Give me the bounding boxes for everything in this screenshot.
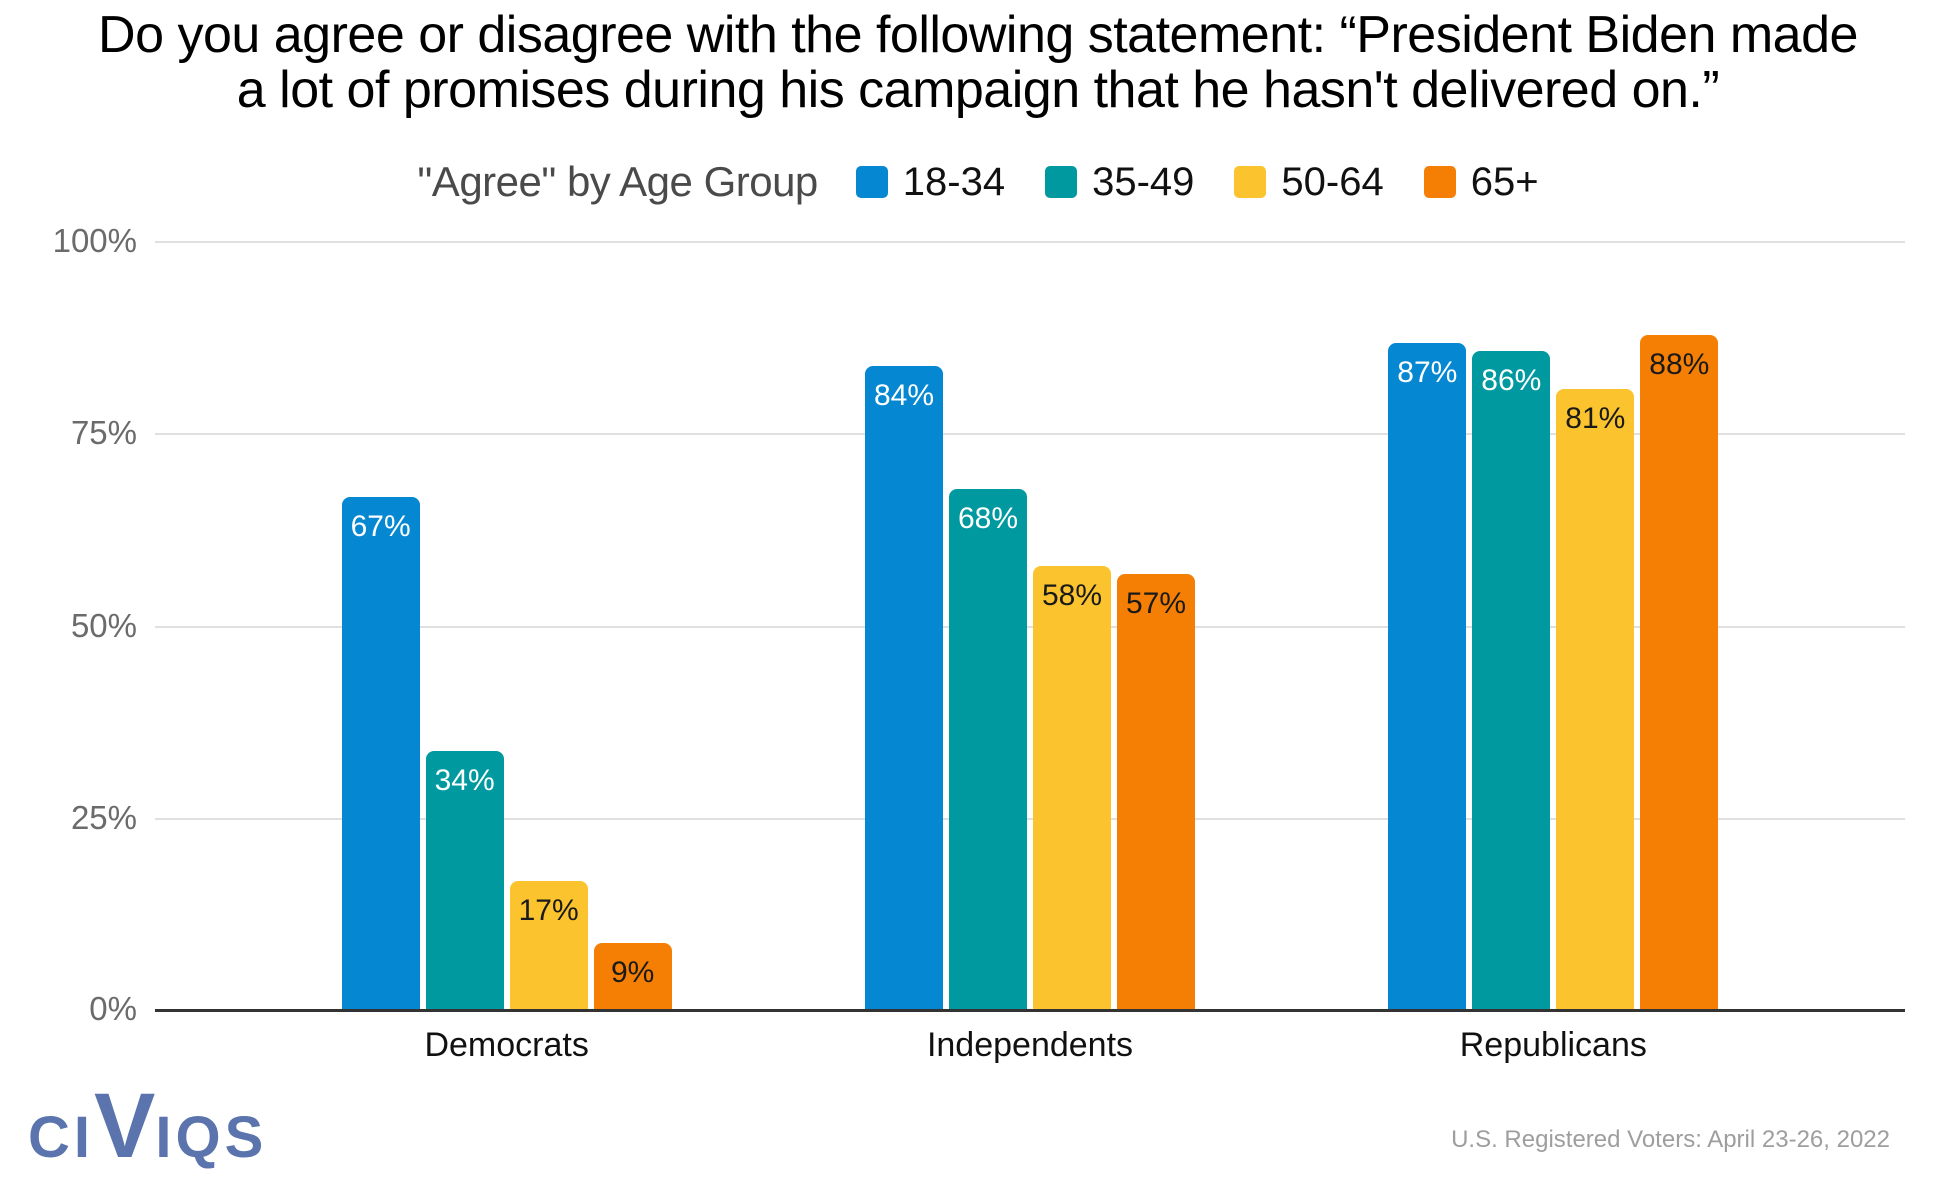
bar-independents-18-34[interactable]: 84% xyxy=(864,366,943,1012)
bar-value-label: 9% xyxy=(610,955,655,989)
bar-republicans-35-49[interactable]: 86% xyxy=(1472,350,1551,1012)
y-tick-label-50: 50% xyxy=(70,606,137,644)
legend-label: 65+ xyxy=(1470,159,1539,204)
bar-independents-35-49[interactable]: 68% xyxy=(948,489,1027,1012)
bar-value-label: 57% xyxy=(1125,586,1186,620)
legend: "Agree" by Age Group 18-34 35-49 50-64 65+ xyxy=(0,158,1956,206)
gridline-75%: 75% xyxy=(71,414,1905,451)
legend-swatch-icon-65 xyxy=(1423,166,1456,198)
gridline-50%: 50% xyxy=(71,607,1905,644)
legend-label: 18-34 xyxy=(902,159,1006,204)
legend-swatch-icon-50-64 xyxy=(1234,166,1267,198)
bar-democrats-65[interactable]: 9% xyxy=(593,942,672,1012)
gridline-25%: 25% xyxy=(71,799,1905,836)
legend-item-65[interactable]: 65+ xyxy=(1423,159,1539,205)
category-axis: Democrats Independents Republicans xyxy=(155,1026,1905,1065)
bar-value-label: 86% xyxy=(1481,363,1542,397)
legend-label: 35-49 xyxy=(1092,159,1195,204)
bar-group-independents: 84% 68% 58% 57% xyxy=(768,243,1291,1012)
chart-title: Do you agree or disagree with the follow… xyxy=(0,8,1956,118)
bar-value-label: 68% xyxy=(957,502,1018,536)
legend-title: "Agree" by Age Group xyxy=(417,158,818,205)
bar-value-label: 81% xyxy=(1565,402,1626,436)
y-tick-label-0: 0% xyxy=(89,990,137,1027)
source-note: U.S. Registered Voters: April 23-26, 202… xyxy=(1451,1126,1890,1153)
x-axis-line: 0% xyxy=(89,990,1905,1027)
logo-letter: C xyxy=(28,1104,74,1170)
legend-label: 50-64 xyxy=(1281,159,1384,204)
y-tick-label-100: 100% xyxy=(52,222,137,259)
logo-letter: I xyxy=(73,1104,95,1170)
y-tick-label-25: 25% xyxy=(70,798,137,836)
bar-independents-65[interactable]: 57% xyxy=(1116,573,1195,1012)
chart-title-line-2: a lot of promises during his campaign th… xyxy=(236,61,1720,119)
bar-group-democrats: 67% 34% 17% 9% xyxy=(245,243,768,1012)
bar-value-label: 84% xyxy=(873,379,934,413)
bar-value-label: 58% xyxy=(1041,578,1102,612)
logo-letter: Q xyxy=(175,1104,225,1170)
bar-groups: 67% 34% 17% 9% 84% 68% 58% 57% 87% 86% 81% 88% xyxy=(155,243,1905,1012)
y-tick-label-75: 75% xyxy=(70,414,137,452)
gridline-100%: 100% xyxy=(53,222,1905,259)
bar-republicans-65[interactable]: 88% xyxy=(1640,335,1719,1012)
bar-democrats-50-64[interactable]: 17% xyxy=(509,881,588,1012)
bar-value-label: 34% xyxy=(434,763,495,797)
logo-letter: V xyxy=(94,1074,156,1177)
bar-democrats-35-49[interactable]: 34% xyxy=(425,750,504,1012)
bar-democrats-18-34[interactable]: 67% xyxy=(341,496,420,1012)
category-label-democrats: Democrats xyxy=(424,1026,589,1064)
bar-independents-50-64[interactable]: 58% xyxy=(1032,565,1111,1012)
legend-items: 18-34 35-49 50-64 65+ xyxy=(855,159,1539,205)
plot-area: 67% 34% 17% 9% 84% 68% 58% 57% 87% 86% 81% 88% 0% 25… xyxy=(53,222,1905,1027)
bar-value-label: 88% xyxy=(1649,348,1710,382)
bar-value-label: 87% xyxy=(1397,355,1458,389)
bar-value-label: 17% xyxy=(518,894,579,928)
bar-group-republicans: 87% 86% 81% 88% xyxy=(1292,243,1815,1012)
legend-item-18-34[interactable]: 18-34 xyxy=(855,159,1006,205)
logo-letter: I xyxy=(155,1104,176,1170)
civiqs-logo[interactable]: CIVIQS xyxy=(28,1080,267,1172)
bar-value-label: 67% xyxy=(350,509,411,543)
logo-letter: S xyxy=(224,1104,268,1170)
category-label-independents: Independents xyxy=(926,1026,1134,1064)
legend-item-35-49[interactable]: 35-49 xyxy=(1045,160,1194,205)
bar-republicans-18-34[interactable]: 87% xyxy=(1388,342,1467,1012)
category-label-republicans: Republicans xyxy=(1459,1026,1647,1064)
bar-republicans-50-64[interactable]: 81% xyxy=(1556,389,1635,1012)
legend-item-50-64[interactable]: 50-64 xyxy=(1234,159,1384,205)
legend-swatch-icon-18-34 xyxy=(855,166,888,198)
chart-title-line-1: Do you agree or disagree with the follow… xyxy=(98,6,1858,64)
legend-swatch-icon-35-49 xyxy=(1045,166,1078,198)
